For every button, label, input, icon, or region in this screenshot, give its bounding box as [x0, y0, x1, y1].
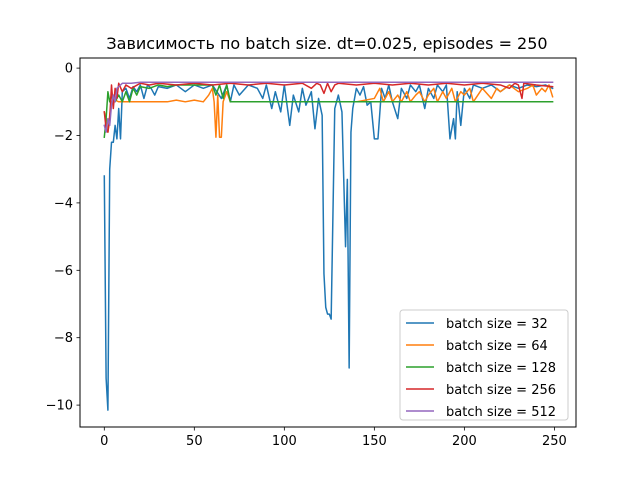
legend-label: batch size = 32 [446, 317, 548, 332]
legend-label: batch size = 512 [446, 405, 556, 420]
legend-label: batch size = 64 [446, 339, 548, 354]
y-tick-label: −10 [46, 399, 73, 414]
x-tick-label: 100 [272, 434, 297, 449]
y-tick-label: −8 [54, 331, 73, 346]
series-line-3 [103, 82, 554, 133]
y-tick-label: −2 [54, 129, 73, 144]
x-tick-label: 0 [100, 434, 108, 449]
legend-label: batch size = 128 [446, 361, 556, 376]
x-tick-label: 250 [542, 434, 567, 449]
y-axis: 0 −2 −4 −6 −8 −10 [46, 62, 80, 414]
series-line-4 [103, 81, 554, 133]
y-tick-label: 0 [65, 62, 73, 77]
series-line-1 [103, 84, 554, 138]
x-tick-label: 150 [362, 434, 387, 449]
chart-title: Зависимость по batch size. dt=0.025, epi… [106, 34, 547, 53]
x-axis: 0 50 100 150 200 250 [100, 427, 567, 449]
legend-box [399, 309, 569, 421]
y-tick-label: −4 [54, 196, 73, 211]
legend-label: batch size = 256 [446, 383, 556, 398]
x-tick-label: 200 [452, 434, 477, 449]
x-tick-label: 50 [186, 434, 203, 449]
legend: batch size = 32 batch size = 64 batch size… [399, 309, 569, 421]
series-layer [103, 81, 554, 411]
y-tick-label: −6 [54, 264, 73, 279]
plot-frame [79, 57, 577, 428]
